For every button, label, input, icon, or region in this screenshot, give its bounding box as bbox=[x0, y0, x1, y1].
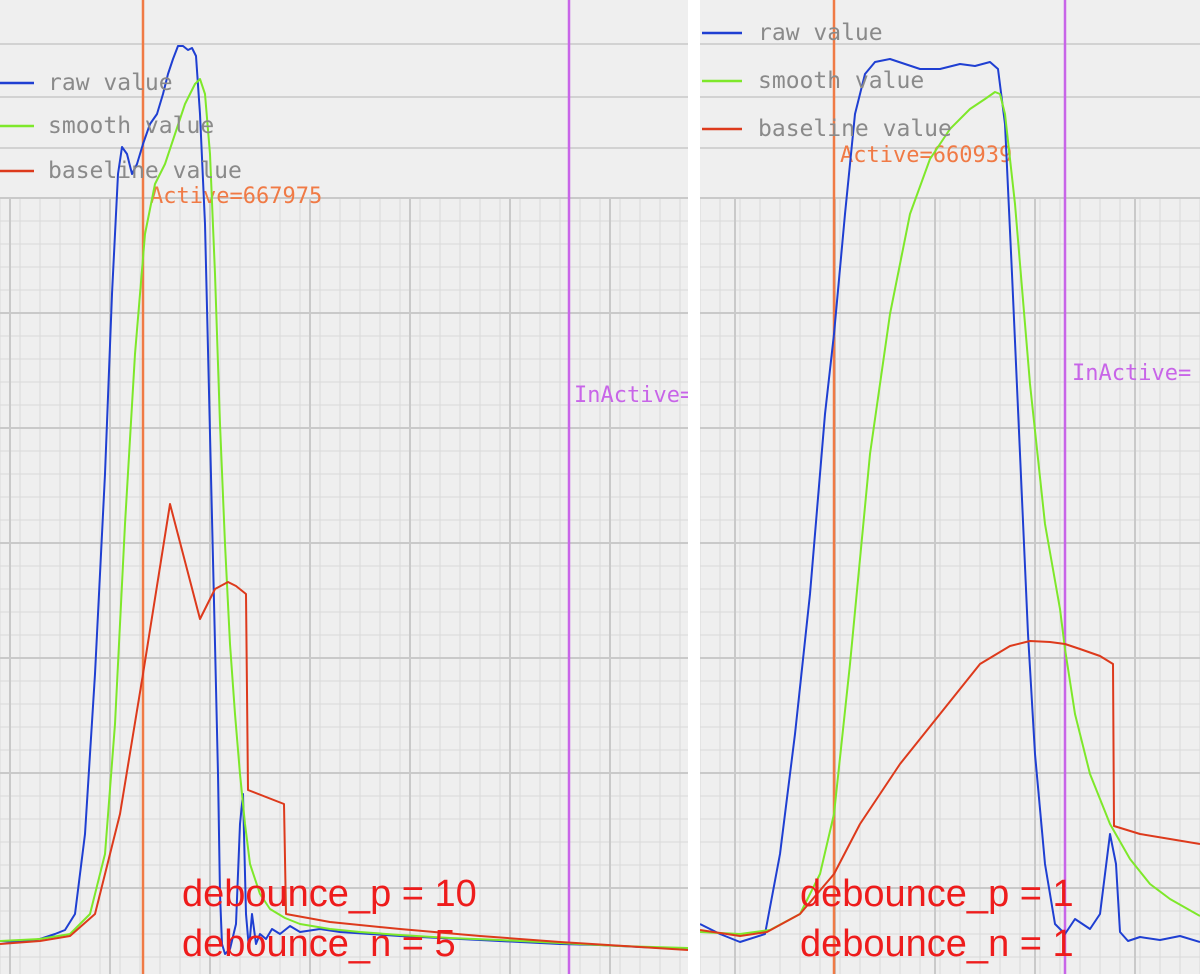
legend-label-raw: raw value bbox=[48, 70, 173, 96]
legend-label-baseline: baseline value bbox=[758, 116, 952, 142]
smooth-value-line bbox=[0, 78, 688, 949]
raw-value-line bbox=[0, 45, 688, 955]
inactive-marker-label: InActive= bbox=[574, 383, 688, 408]
grid bbox=[0, 43, 688, 974]
inactive-marker-label: InActive= bbox=[1072, 361, 1191, 386]
active-marker-label: Active=660939 bbox=[840, 143, 1012, 168]
chart-panel-right: Active=660939 InActive= raw value smooth v… bbox=[700, 0, 1200, 974]
annotation-debounce-n: debounce_n = 1 bbox=[800, 923, 1074, 965]
annotation-debounce-p: debounce_p = 10 bbox=[182, 873, 477, 915]
annotation-debounce-n: debounce_n = 5 bbox=[182, 923, 456, 965]
chart-panel-left: Active=667975 InActive= raw value smooth v… bbox=[0, 0, 688, 974]
legend-label-baseline: baseline value bbox=[48, 158, 242, 184]
markers: Active=667975 InActive= bbox=[141, 0, 688, 974]
active-marker-label: Active=667975 bbox=[150, 184, 322, 209]
baseline-value-line bbox=[0, 503, 688, 951]
legend-label-raw: raw value bbox=[758, 20, 883, 46]
annotation-debounce-p: debounce_p = 1 bbox=[800, 873, 1074, 915]
series bbox=[700, 58, 1200, 943]
baseline-value-line bbox=[700, 640, 1200, 937]
legend-label-smooth: smooth value bbox=[48, 113, 214, 139]
annotations: debounce_p = 10 debounce_n = 5 bbox=[182, 873, 477, 965]
legend-label-smooth: smooth value bbox=[758, 68, 924, 94]
series bbox=[0, 45, 688, 955]
smooth-value-line bbox=[700, 91, 1200, 935]
chart-right: Active=660939 InActive= raw value smooth v… bbox=[700, 0, 1200, 974]
markers: Active=660939 InActive= bbox=[832, 0, 1191, 974]
legend: raw value smooth value baseline value bbox=[702, 20, 952, 142]
legend: raw value smooth value baseline value bbox=[0, 70, 242, 184]
grid bbox=[700, 43, 1200, 974]
annotations: debounce_p = 1 debounce_n = 1 bbox=[800, 873, 1074, 965]
raw-value-line bbox=[700, 58, 1200, 943]
chart-left: Active=667975 InActive= raw value smooth v… bbox=[0, 0, 688, 974]
